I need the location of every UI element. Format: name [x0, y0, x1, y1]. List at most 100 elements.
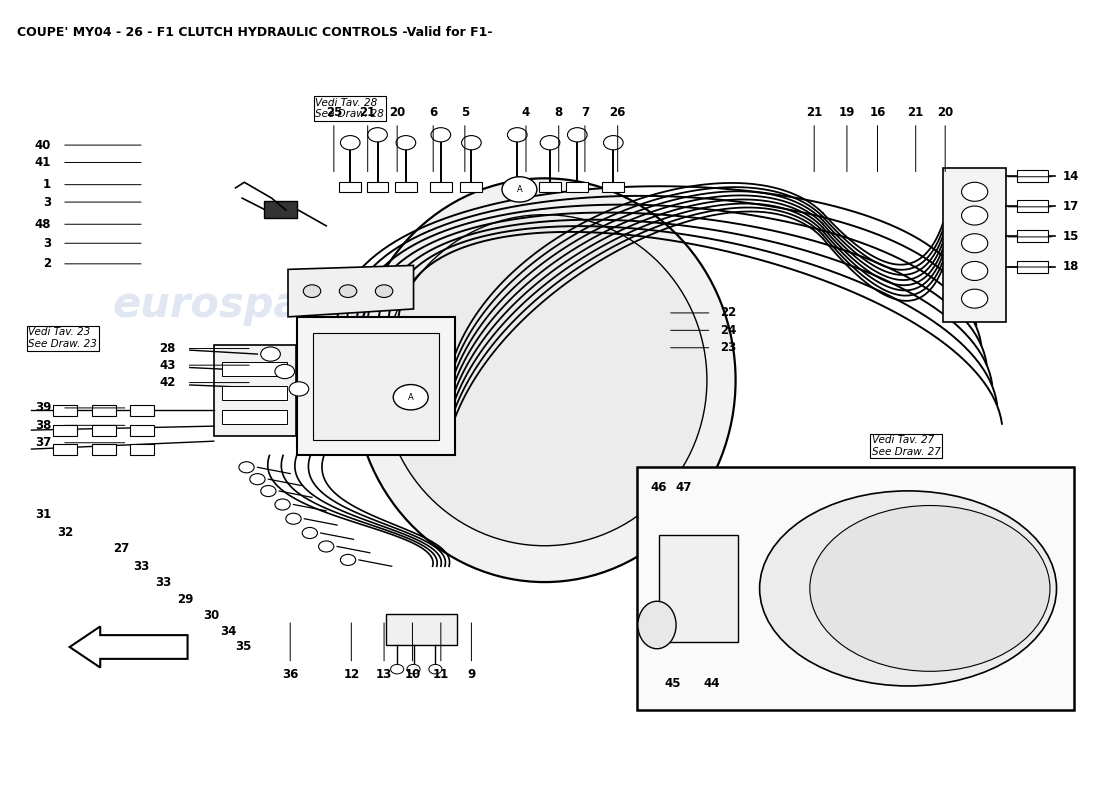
- Text: 46: 46: [651, 481, 668, 494]
- Text: 16: 16: [869, 106, 886, 119]
- Text: Vedi Tav. 23
See Draw. 23: Vedi Tav. 23 See Draw. 23: [29, 327, 97, 349]
- Text: 44: 44: [703, 677, 719, 690]
- Text: 8: 8: [554, 106, 563, 119]
- Circle shape: [340, 554, 355, 566]
- Circle shape: [462, 135, 481, 150]
- Bar: [461, 182, 482, 192]
- Text: 20: 20: [389, 106, 405, 119]
- FancyArrow shape: [69, 626, 188, 667]
- Text: eurospares: eurospares: [418, 300, 682, 342]
- Text: 43: 43: [160, 358, 176, 372]
- Text: 2: 2: [43, 258, 51, 270]
- Bar: [91, 405, 116, 416]
- Text: 21: 21: [360, 106, 376, 119]
- Circle shape: [396, 135, 416, 150]
- Bar: [1018, 230, 1048, 242]
- Bar: [366, 182, 388, 192]
- Bar: [314, 333, 439, 439]
- Circle shape: [302, 527, 318, 538]
- Bar: [1018, 261, 1048, 274]
- Text: 7: 7: [581, 106, 589, 119]
- Circle shape: [319, 541, 334, 552]
- Bar: [91, 425, 116, 436]
- Text: 48: 48: [34, 218, 51, 230]
- Text: 11: 11: [432, 667, 449, 681]
- Bar: [130, 425, 154, 436]
- Text: 18: 18: [1063, 261, 1079, 274]
- Bar: [130, 405, 154, 416]
- Ellipse shape: [760, 491, 1056, 686]
- Text: 33: 33: [155, 575, 172, 589]
- Circle shape: [431, 128, 451, 142]
- Bar: [130, 443, 154, 454]
- Circle shape: [502, 177, 537, 202]
- Text: 29: 29: [177, 593, 192, 606]
- Bar: [213, 345, 296, 436]
- Text: 24: 24: [720, 324, 737, 337]
- Text: 25: 25: [326, 106, 342, 119]
- Text: 32: 32: [57, 526, 73, 539]
- Bar: [386, 614, 458, 646]
- Text: 21: 21: [908, 106, 924, 119]
- Polygon shape: [288, 266, 414, 317]
- Ellipse shape: [638, 602, 676, 649]
- Bar: [603, 182, 624, 192]
- Text: 6: 6: [429, 106, 438, 119]
- Circle shape: [568, 128, 587, 142]
- Text: 3: 3: [43, 237, 51, 250]
- Text: 21: 21: [806, 106, 823, 119]
- Circle shape: [507, 128, 527, 142]
- Text: 45: 45: [664, 677, 681, 690]
- Ellipse shape: [382, 214, 707, 546]
- Bar: [222, 362, 287, 376]
- Circle shape: [286, 514, 301, 524]
- Text: 33: 33: [133, 560, 150, 573]
- Circle shape: [339, 285, 356, 298]
- Bar: [53, 443, 77, 454]
- Text: 37: 37: [35, 436, 51, 450]
- Circle shape: [367, 128, 387, 142]
- Text: 1: 1: [43, 178, 51, 191]
- Circle shape: [961, 289, 988, 308]
- Circle shape: [429, 665, 442, 674]
- Text: 28: 28: [160, 342, 176, 355]
- Bar: [222, 386, 287, 400]
- Text: 30: 30: [204, 609, 219, 622]
- Circle shape: [340, 135, 360, 150]
- Circle shape: [961, 182, 988, 202]
- Text: 27: 27: [113, 542, 130, 555]
- Bar: [659, 534, 738, 642]
- Bar: [264, 201, 297, 218]
- Bar: [1018, 200, 1048, 212]
- Circle shape: [261, 347, 280, 362]
- Text: 26: 26: [609, 106, 626, 119]
- Circle shape: [407, 665, 420, 674]
- Circle shape: [304, 285, 321, 298]
- Text: Vedi Tav. 27
See Draw. 27: Vedi Tav. 27 See Draw. 27: [872, 435, 940, 457]
- Text: 20: 20: [937, 106, 954, 119]
- Text: 10: 10: [405, 667, 420, 681]
- Text: 39: 39: [35, 402, 51, 414]
- Bar: [506, 182, 528, 192]
- Bar: [297, 317, 455, 455]
- Text: 36: 36: [282, 667, 298, 681]
- Text: 15: 15: [1063, 230, 1079, 243]
- Text: 31: 31: [35, 508, 51, 522]
- Circle shape: [275, 499, 290, 510]
- Text: 40: 40: [35, 138, 51, 151]
- Circle shape: [250, 474, 265, 485]
- Text: 9: 9: [468, 667, 475, 681]
- Bar: [395, 182, 417, 192]
- Text: 22: 22: [720, 306, 737, 319]
- Text: 19: 19: [838, 106, 855, 119]
- Bar: [539, 182, 561, 192]
- Text: Vedi Tav. 28
See Draw. 28: Vedi Tav. 28 See Draw. 28: [316, 98, 384, 119]
- Text: 12: 12: [343, 667, 360, 681]
- Text: 3: 3: [43, 195, 51, 209]
- Text: 38: 38: [35, 419, 51, 432]
- Bar: [637, 466, 1074, 710]
- Bar: [566, 182, 588, 192]
- Text: A: A: [408, 393, 414, 402]
- Circle shape: [604, 135, 623, 150]
- Circle shape: [390, 665, 404, 674]
